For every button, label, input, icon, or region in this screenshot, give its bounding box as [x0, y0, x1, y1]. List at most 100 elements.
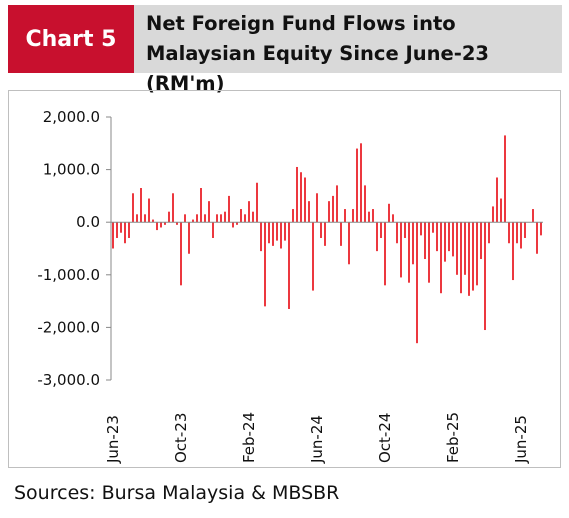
bar [336, 185, 338, 223]
bar [196, 214, 198, 223]
x-tick-label: Oct-23 [172, 413, 190, 463]
bar [512, 222, 514, 281]
bar [260, 222, 262, 252]
bar [424, 222, 426, 260]
bar [272, 222, 274, 246]
x-tick-label: Jun-23 [104, 415, 122, 464]
bar [228, 195, 230, 223]
bar [292, 209, 294, 223]
sources-note: Sources: Bursa Malaysia & MBSBR [14, 482, 340, 504]
bar [472, 222, 474, 291]
bar [396, 222, 398, 244]
bar [324, 222, 326, 246]
chart-frame: 2,000.0 1,000.0 0.0 -1,000.0 -2,000.0 -3,000.… [8, 90, 561, 468]
bar [204, 214, 206, 223]
bar [368, 211, 370, 223]
x-tick-label: Oct-24 [376, 413, 394, 463]
bar [244, 214, 246, 223]
bar [240, 209, 242, 223]
bar [440, 222, 442, 294]
bar [480, 222, 482, 260]
bar [276, 222, 278, 241]
bar [184, 214, 186, 223]
bar [412, 222, 414, 265]
bar [216, 214, 218, 223]
bar [400, 222, 402, 278]
x-tick-label: Feb-25 [444, 412, 462, 463]
bar [508, 222, 510, 244]
bar [280, 222, 282, 249]
bar [312, 222, 314, 291]
bar [168, 211, 170, 223]
bar [172, 193, 174, 223]
bar [316, 193, 318, 223]
bar [236, 222, 238, 225]
x-tick-label: Jun-25 [512, 415, 530, 464]
bar [188, 222, 190, 254]
bar [192, 219, 194, 223]
bar [504, 135, 506, 223]
bar [464, 222, 466, 275]
bar [532, 209, 534, 223]
bar [176, 222, 178, 225]
bar-chart: 2,000.0 1,000.0 0.0 -1,000.0 -2,000.0 -3,000.… [37, 108, 543, 464]
bar [128, 222, 130, 238]
bar [484, 222, 486, 331]
bar [492, 206, 494, 223]
bar [516, 222, 518, 244]
bar [296, 166, 298, 223]
bar [160, 222, 162, 228]
bar [416, 222, 418, 344]
bar [356, 148, 358, 223]
bar [220, 214, 222, 223]
bar [304, 177, 306, 223]
bar [264, 222, 266, 307]
bar [116, 222, 118, 238]
bar [360, 143, 362, 223]
bar [408, 222, 410, 283]
bar [376, 222, 378, 252]
bar [540, 222, 542, 236]
bar [428, 222, 430, 283]
bar [232, 222, 234, 228]
y-tick-label: -3,000.0 [37, 371, 100, 389]
bar [132, 193, 134, 223]
bar [340, 222, 342, 246]
bar [344, 209, 346, 223]
bar [388, 203, 390, 223]
bar [384, 222, 386, 286]
bar [380, 222, 382, 238]
bar [288, 222, 290, 309]
bar [436, 222, 438, 252]
bar [308, 201, 310, 223]
bar [348, 222, 350, 265]
bar [452, 222, 454, 257]
bar [468, 222, 470, 296]
bar [224, 211, 226, 223]
bar [432, 222, 434, 233]
chart-header: Chart 5 Net Foreign Fund Flows into Mala… [8, 5, 562, 95]
bar [208, 201, 210, 223]
bar [300, 172, 302, 223]
bar [392, 214, 394, 223]
bar [124, 222, 126, 244]
bar [140, 188, 142, 223]
y-tick-label: -1,000.0 [37, 266, 100, 284]
y-tick-label: 1,000.0 [43, 161, 100, 179]
bar [328, 201, 330, 223]
bar [200, 188, 202, 223]
bar [500, 198, 502, 223]
bar [144, 214, 146, 223]
x-tick-label: Feb-24 [240, 412, 258, 463]
bar [456, 222, 458, 275]
bar [248, 201, 250, 223]
bar [156, 222, 158, 231]
bar [496, 177, 498, 223]
bar [212, 222, 214, 238]
bar [404, 222, 406, 238]
bar [332, 195, 334, 223]
bar [372, 209, 374, 223]
bar [364, 185, 366, 223]
bar [476, 222, 478, 286]
bar [152, 219, 154, 223]
